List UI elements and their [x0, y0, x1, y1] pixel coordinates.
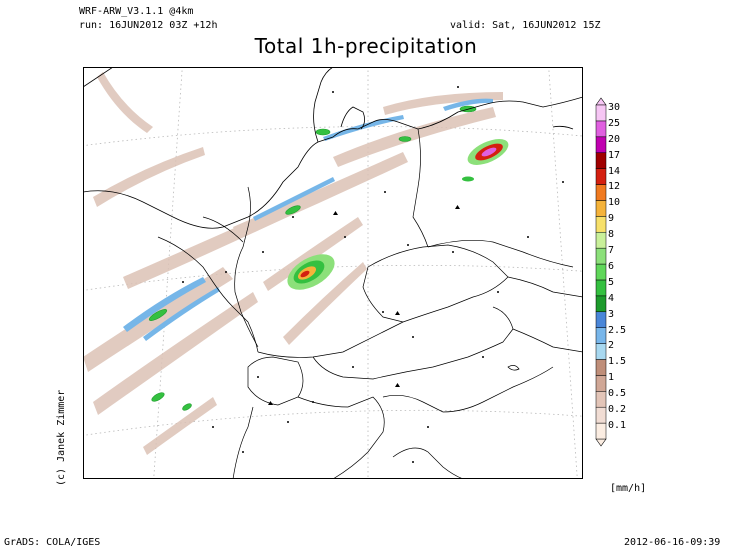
colorbar-swatch [595, 295, 607, 313]
colorbar-tick-label: 3 [608, 308, 615, 320]
colorbar-top-arrow [595, 97, 607, 106]
country-borders [157, 128, 583, 479]
colorbar-swatch [595, 152, 607, 169]
credit-label: (c) Janek Zimmer [56, 389, 67, 486]
colorbar-swatch [595, 422, 607, 440]
colorbar-swatch [595, 279, 607, 297]
coastlines [83, 67, 583, 229]
valid-label: valid: Sat, 16JUN2012 15Z [450, 20, 601, 31]
colorbar-swatch [595, 343, 607, 360]
light-precip-bands [83, 72, 503, 455]
colorbar-tick-label: 9 [608, 213, 615, 225]
colorbar-swatch [595, 311, 607, 328]
model-label: WRF-ARW_V3.1.1 @4km [79, 6, 194, 17]
colorbar-tick-label: 30 [608, 101, 621, 113]
colorbar-swatch [595, 168, 607, 185]
city-markers [182, 86, 564, 463]
heavy-precip-cells [148, 105, 477, 411]
colorbar-tick-label: 6 [608, 260, 615, 272]
peak-markers [268, 205, 460, 405]
colorbar-tick-label: 4 [608, 292, 615, 304]
colorbar-unit: [mm/h] [610, 483, 647, 494]
colorbar-tick-label: 7 [608, 245, 615, 257]
colorbar-swatch [595, 136, 607, 153]
colorbar-swatch [595, 391, 607, 408]
moderate-precip-bands [123, 98, 493, 341]
colorbar-swatch [595, 327, 607, 344]
colorbar-swatch [595, 406, 607, 424]
colorbar-swatch [595, 216, 607, 233]
colorbar-bottom-arrow [595, 438, 607, 447]
colorbar-swatch [595, 375, 607, 392]
colorbar-swatch [595, 200, 607, 217]
convective-cell-east [462, 139, 509, 182]
colorbar-swatch [595, 184, 607, 201]
convective-cell-central [287, 254, 335, 290]
colorbar-tick-label: 20 [608, 133, 621, 145]
map-title: Total 1h-precipitation [254, 34, 478, 58]
colorbar-swatch [595, 231, 607, 249]
colorbar-tick-label: 17 [608, 149, 621, 161]
colorbar [595, 97, 607, 447]
footer-left: GrADS: COLA/IGES [4, 537, 101, 548]
colorbar-swatch [595, 359, 607, 376]
colorbar-tick-label: 1 [608, 372, 615, 384]
footer-right: 2012-06-16-09:39 [624, 537, 721, 548]
map-frame [83, 67, 583, 479]
colorbar-swatch [595, 104, 607, 122]
colorbar-tick-label: 0.5 [608, 388, 627, 400]
colorbar-swatch [595, 263, 607, 281]
run-label: run: 16JUN2012 03Z +12h [79, 20, 218, 31]
colorbar-tick-label: 0.1 [608, 420, 627, 431]
colorbar-tick-label: 8 [608, 229, 615, 241]
colorbar-swatch [595, 247, 607, 265]
colorbar-tick-label: 25 [608, 117, 621, 129]
precipitation-map [83, 67, 583, 479]
colorbar-tick-label: 5 [608, 276, 615, 288]
colorbar-tick-label: 14 [608, 165, 621, 177]
colorbar-tick-label: 1.5 [608, 356, 627, 368]
colorbar-tick-label: 0.2 [608, 404, 627, 416]
colorbar-tick-label: 12 [608, 181, 621, 193]
colorbar-tick-label: 10 [608, 197, 621, 209]
colorbar-tick-label: 2.5 [608, 324, 627, 336]
colorbar-swatch [595, 120, 607, 138]
colorbar-tick-label: 2 [608, 340, 615, 352]
